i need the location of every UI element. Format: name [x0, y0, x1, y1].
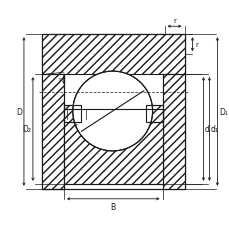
- Text: r: r: [74, 123, 77, 128]
- Text: r: r: [58, 76, 61, 82]
- Circle shape: [73, 72, 152, 151]
- Polygon shape: [42, 35, 184, 189]
- Polygon shape: [42, 35, 184, 75]
- Polygon shape: [64, 106, 80, 123]
- Polygon shape: [64, 109, 162, 184]
- Text: r: r: [172, 18, 175, 24]
- Polygon shape: [42, 75, 64, 189]
- Text: B: B: [110, 202, 115, 211]
- Text: d₁: d₁: [210, 125, 217, 134]
- Text: D: D: [16, 108, 22, 117]
- Text: r: r: [195, 42, 197, 48]
- Text: d: d: [204, 125, 208, 134]
- Polygon shape: [162, 75, 184, 189]
- Text: D₁: D₁: [218, 108, 227, 117]
- Polygon shape: [145, 106, 162, 123]
- Circle shape: [73, 72, 152, 151]
- Text: D₂: D₂: [22, 125, 31, 134]
